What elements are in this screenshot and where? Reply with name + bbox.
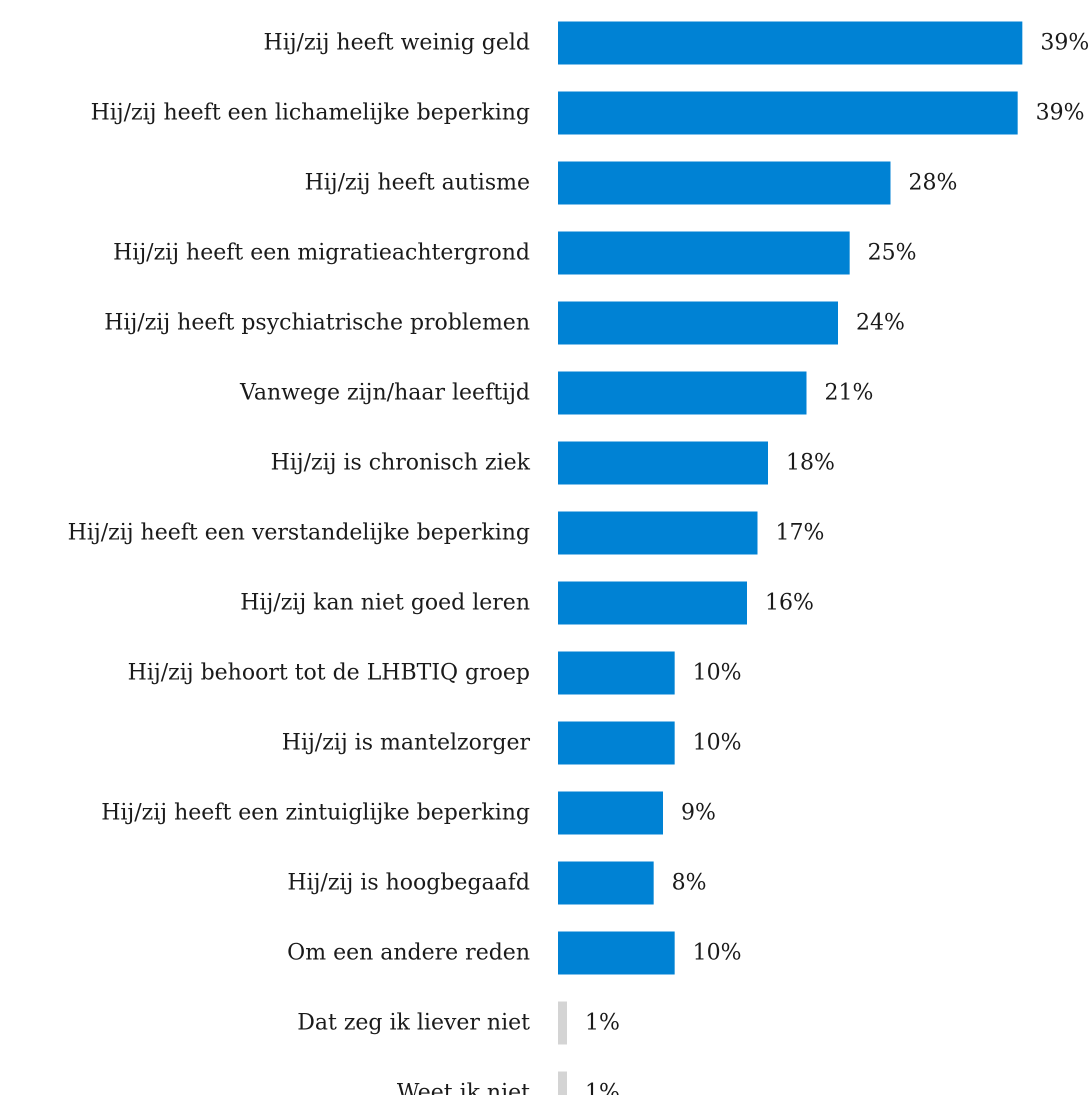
value-label: 9% — [681, 801, 716, 826]
category-label: Vanwege zijn/haar leeftijd — [239, 381, 530, 406]
bar — [558, 581, 747, 625]
category-label: Hij/zij kan niet goed leren — [240, 591, 530, 616]
category-label: Hij/zij heeft weinig geld — [264, 31, 530, 56]
value-label: 18% — [786, 451, 835, 476]
value-label: 10% — [693, 941, 742, 966]
value-label: 10% — [693, 731, 742, 756]
bar — [558, 721, 675, 765]
value-label: 17% — [776, 521, 825, 546]
category-label: Hij/zij is mantelzorger — [282, 731, 531, 756]
bar — [558, 651, 675, 695]
bar — [558, 161, 891, 205]
bar — [558, 1001, 567, 1045]
value-label: 1% — [585, 1081, 620, 1095]
category-label: Hij/zij heeft een lichamelijke beperking — [91, 101, 530, 126]
bars — [558, 21, 1023, 1095]
value-label: 21% — [825, 381, 874, 406]
category-labels: Hij/zij heeft weinig geld Hij/zij heeft e… — [68, 31, 531, 1095]
category-label: Hij/zij is hoogbegaafd — [287, 871, 530, 896]
bar — [558, 931, 675, 975]
value-label: 1% — [585, 1011, 620, 1036]
bar — [558, 301, 838, 345]
bar — [558, 441, 768, 485]
value-label: 39% — [1036, 101, 1085, 126]
bar — [558, 21, 1023, 65]
category-label: Hij/zij heeft autisme — [305, 171, 530, 196]
value-label: 24% — [856, 311, 905, 336]
bar — [558, 371, 807, 415]
category-label: Weet ik niet — [397, 1081, 530, 1095]
value-labels: 39% 39% 28% 25% 24% 21% 18% 17% 16% 10% 10% 9% 8% 10%… — [585, 31, 1089, 1095]
category-label: Hij/zij heeft een zintuiglijke beperking — [101, 801, 530, 826]
bar — [558, 91, 1018, 135]
value-label: 25% — [868, 241, 917, 266]
category-label: Dat zeg ik liever niet — [297, 1011, 530, 1036]
bar — [558, 511, 758, 555]
value-label: 8% — [672, 871, 707, 896]
category-label: Hij/zij is chronisch ziek — [271, 451, 531, 476]
category-label: Hij/zij heeft een verstandelijke beperki… — [68, 521, 530, 546]
bar — [558, 1071, 567, 1095]
category-label: Om een andere reden — [287, 941, 530, 966]
bar — [558, 791, 663, 835]
value-label: 10% — [693, 661, 742, 686]
value-label: 28% — [909, 171, 958, 196]
bar — [558, 231, 850, 275]
value-label: 39% — [1040, 31, 1089, 56]
category-label: Hij/zij heeft een migratieachtergrond — [113, 241, 530, 266]
category-label: Hij/zij heeft psychiatrische problemen — [104, 311, 530, 336]
category-label: Hij/zij behoort tot de LHBTIQ groep — [128, 661, 530, 686]
bar — [558, 861, 654, 905]
value-label: 16% — [765, 591, 814, 616]
